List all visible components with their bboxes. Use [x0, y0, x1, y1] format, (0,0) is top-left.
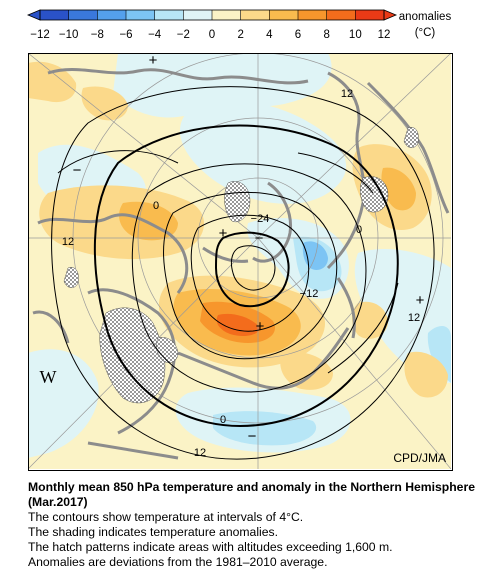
caption: Monthly mean 850 hPa temperature and ano… — [28, 480, 478, 570]
plus-marker: + — [256, 318, 265, 335]
high-altitude-hatching — [63, 127, 419, 404]
caption-line: Anomalies are deviations from the 1981–2… — [28, 555, 328, 569]
colorbar-tick-label: 6 — [295, 29, 301, 41]
colorbar-segment — [355, 10, 385, 20]
contour-label: 12 — [341, 88, 353, 100]
colorbar-segment — [269, 10, 299, 20]
west-label: W — [40, 367, 57, 387]
colorbar-segment — [240, 10, 270, 20]
colorbar-segment — [298, 10, 327, 20]
credit-label: CPD/JMA — [393, 451, 446, 465]
colorbar-segments — [26, 9, 398, 21]
anomaly-shading — [28, 53, 451, 458]
legend-title: anomalies — [399, 11, 452, 23]
plus-marker: + — [149, 53, 158, 69]
temperature-contours — [51, 86, 435, 460]
contour-label: 12 — [408, 312, 420, 324]
legend-unit: (°C) — [415, 27, 436, 39]
colorbar-segment — [68, 10, 98, 20]
contour-label: −12 — [300, 288, 319, 300]
colorbar-tick-label: −4 — [148, 29, 162, 41]
contour-label: 12 — [194, 447, 206, 459]
colorbar-tick-label: 8 — [323, 29, 329, 41]
contour-label: 0 — [220, 414, 226, 426]
contour-label: 0 — [153, 200, 159, 212]
caption-title: Monthly mean 850 hPa temperature and ano… — [28, 480, 475, 509]
colorbar-segment — [326, 10, 356, 20]
graticule — [28, 53, 451, 469]
colorbar-segment — [126, 10, 155, 20]
colorbar-tick-label: 2 — [237, 29, 243, 41]
colorbar-ticks: −12 −10 −8 −6 −4 −2 0 2 4 6 8 10 12 — [30, 10, 390, 41]
colorbar-tick-label: −8 — [91, 29, 104, 41]
colorbar-tick-label: −12 — [30, 29, 50, 41]
colorbar-segment — [97, 10, 127, 20]
colorbar-segment — [212, 10, 241, 20]
colorbar-segment — [183, 10, 213, 20]
colorbar-tick-label: 0 — [209, 29, 215, 41]
contour-labels: 12 −24 0 0 −12 12 12 0 12 — [62, 88, 420, 459]
colorbar-right-arrow — [383, 9, 398, 21]
colorbar-segment — [154, 10, 184, 20]
colorbar-tick-label: 4 — [266, 29, 273, 41]
colorbar-tick-label: −10 — [59, 29, 79, 41]
plus-marker: + — [219, 225, 228, 242]
anomaly-colorbar: −12 −10 −8 −6 −4 −2 0 2 4 6 8 10 12 anomalies (°C) — [26, 9, 452, 41]
colorbar-tick-label: −2 — [177, 29, 190, 41]
contour-label: 0 — [356, 224, 362, 236]
sign-markers: + − + − + − + — [73, 53, 425, 445]
caption-line: The hatch patterns indicate areas with a… — [28, 540, 393, 554]
plus-marker: + — [416, 292, 425, 309]
contour-label: 12 — [62, 236, 74, 248]
colorbar-segment — [40, 10, 69, 20]
contour-label: −24 — [251, 213, 270, 225]
colorbar-tick-label: 12 — [378, 29, 391, 41]
minus-marker: − — [255, 230, 264, 247]
hemisphere-map: 12 −24 0 0 −12 12 12 0 12 + − + − + − + … — [28, 53, 451, 469]
colorbar-left-arrow — [26, 9, 41, 21]
caption-line: The contours show temperature at interva… — [28, 510, 304, 524]
minus-marker: − — [73, 162, 82, 179]
colorbar-tick-label: −6 — [119, 29, 132, 41]
colorbar-tick-label: 10 — [349, 29, 362, 41]
minus-marker: − — [248, 428, 257, 445]
caption-line: The shading indicates temperature anomal… — [28, 525, 278, 539]
